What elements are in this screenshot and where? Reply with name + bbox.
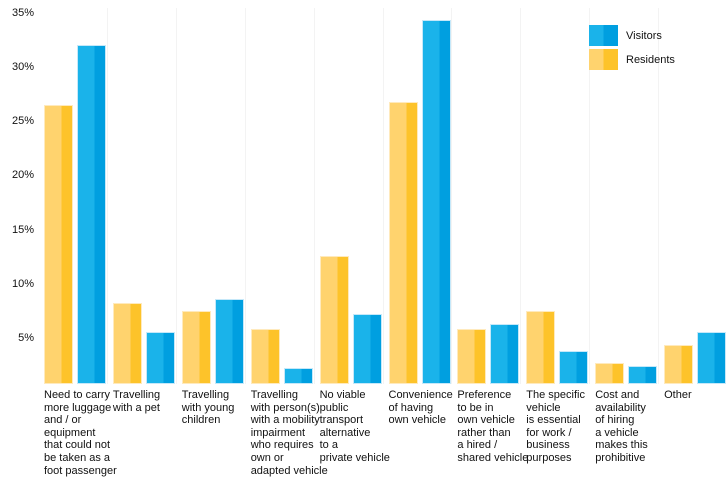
x-axis-category-label: Travelling with young children bbox=[181, 389, 235, 427]
legend: Visitors Residents bbox=[589, 25, 675, 70]
bar-visitors bbox=[283, 368, 313, 384]
bar-residents bbox=[388, 101, 418, 384]
category-separator-gridline bbox=[658, 8, 660, 384]
bar-visitors bbox=[628, 366, 658, 384]
category-separator-gridline bbox=[244, 8, 246, 384]
bar-visitors bbox=[559, 350, 589, 384]
x-axis-category-label: No viable public transport alternative t… bbox=[319, 389, 390, 464]
y-axis-tick-label: 30% bbox=[11, 61, 34, 73]
bar-residents bbox=[181, 310, 211, 384]
x-axis-category-label: Travelling with person(s) with a mobilit… bbox=[250, 389, 328, 477]
x-axis-category-label: Cost and availability of hiring a vehicl… bbox=[595, 389, 648, 464]
bar-visitors bbox=[77, 45, 106, 384]
category-separator-gridline bbox=[520, 8, 522, 384]
legend-label-visitors: Visitors bbox=[626, 29, 662, 42]
bar-visitors bbox=[352, 314, 382, 384]
bar-visitors bbox=[697, 332, 727, 384]
bar-residents bbox=[44, 104, 73, 384]
bar-visitors bbox=[421, 20, 451, 384]
bar-residents bbox=[664, 345, 694, 384]
category-separator-gridline bbox=[382, 8, 384, 384]
legend-swatch-visitors-icon bbox=[589, 25, 618, 46]
y-axis-tick-label: 15% bbox=[11, 224, 34, 236]
x-axis-category-label: Preference to be in own vehicle rather t… bbox=[457, 389, 529, 464]
x-axis-category-label: Travelling with a pet bbox=[112, 389, 161, 414]
bar-visitors bbox=[490, 323, 520, 384]
x-axis-category-label: Other bbox=[664, 389, 692, 401]
y-axis-tick-label: 25% bbox=[11, 115, 34, 127]
category-separator-gridline bbox=[313, 8, 315, 384]
bar-residents bbox=[250, 329, 280, 384]
category-separator-gridline bbox=[106, 8, 108, 384]
legend-swatch-residents-icon bbox=[589, 49, 618, 70]
bar-visitors bbox=[214, 298, 244, 384]
y-axis-tick-label: 10% bbox=[11, 278, 34, 290]
bar-residents bbox=[526, 310, 556, 384]
y-axis-tick-label: 5% bbox=[18, 332, 34, 344]
category-separator-gridline bbox=[451, 8, 453, 384]
x-axis-category-label: Convenience of having own vehicle bbox=[388, 389, 453, 427]
legend-item-visitors: Visitors bbox=[589, 25, 675, 46]
category-separator-gridline bbox=[589, 8, 591, 384]
bar-residents bbox=[457, 329, 487, 384]
y-axis-tick-label: 20% bbox=[11, 169, 34, 181]
bar-residents bbox=[595, 362, 625, 384]
bar-residents bbox=[112, 303, 142, 384]
legend-item-residents: Residents bbox=[589, 49, 675, 70]
bar-visitors bbox=[145, 332, 175, 384]
bar-residents bbox=[319, 255, 349, 384]
x-axis-category-label: The specific vehicle is essential for wo… bbox=[526, 389, 585, 464]
y-axis-tick-label: 35% bbox=[11, 7, 34, 19]
x-axis-category-label: Need to carry more luggage and / or equi… bbox=[44, 389, 117, 477]
legend-label-residents: Residents bbox=[626, 53, 675, 66]
category-separator-gridline bbox=[175, 8, 177, 384]
